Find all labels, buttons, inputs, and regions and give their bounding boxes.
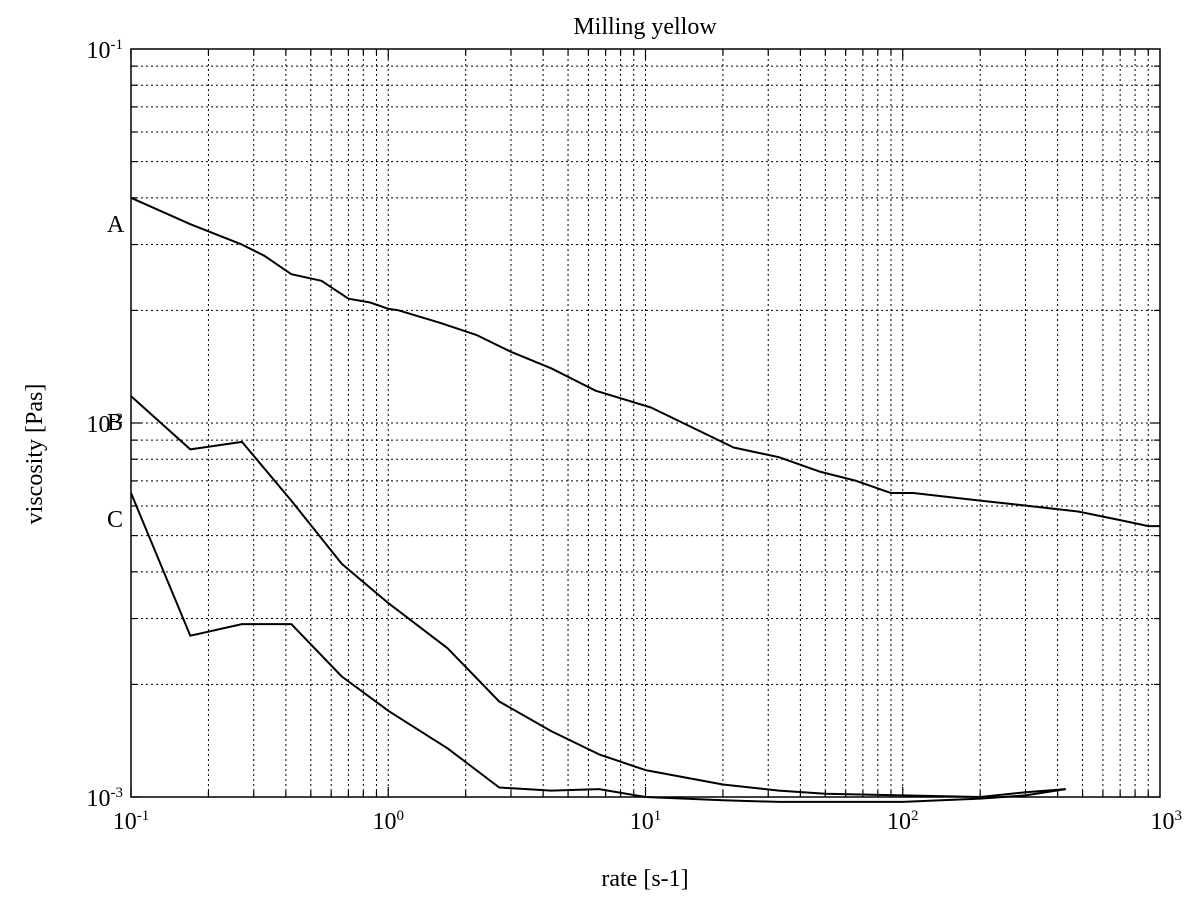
tick-marks [130, 49, 1160, 798]
tick-labels: 10-1 100 101 102 103 10-3 10-2 10-1 [87, 37, 1183, 835]
y-axis-label: viscosity [Pas] [22, 384, 48, 525]
series-line-a [130, 196, 1160, 528]
x-tick-label: 101 [630, 808, 662, 835]
x-tick-label: 100 [373, 808, 405, 835]
y-tick-label: 10-3 [87, 785, 124, 812]
series-label-b: B [107, 410, 123, 436]
series-label-c: C [107, 507, 123, 533]
x-axis-label: rate [s-1] [601, 866, 688, 892]
series-line-b [130, 395, 1066, 798]
y-tick-label: 10-2 [87, 411, 124, 438]
x-tick-label: 102 [887, 808, 919, 835]
series-layer: A B C [107, 196, 1160, 803]
x-tick-label: 103 [1151, 808, 1183, 835]
series-label-a: A [107, 212, 125, 238]
chart-title: Milling yellow [573, 14, 717, 40]
grid [131, 49, 1160, 797]
x-tick-label: 10-1 [113, 808, 150, 835]
y-tick-label: 10-1 [87, 37, 124, 64]
series-line-c [130, 492, 1066, 803]
